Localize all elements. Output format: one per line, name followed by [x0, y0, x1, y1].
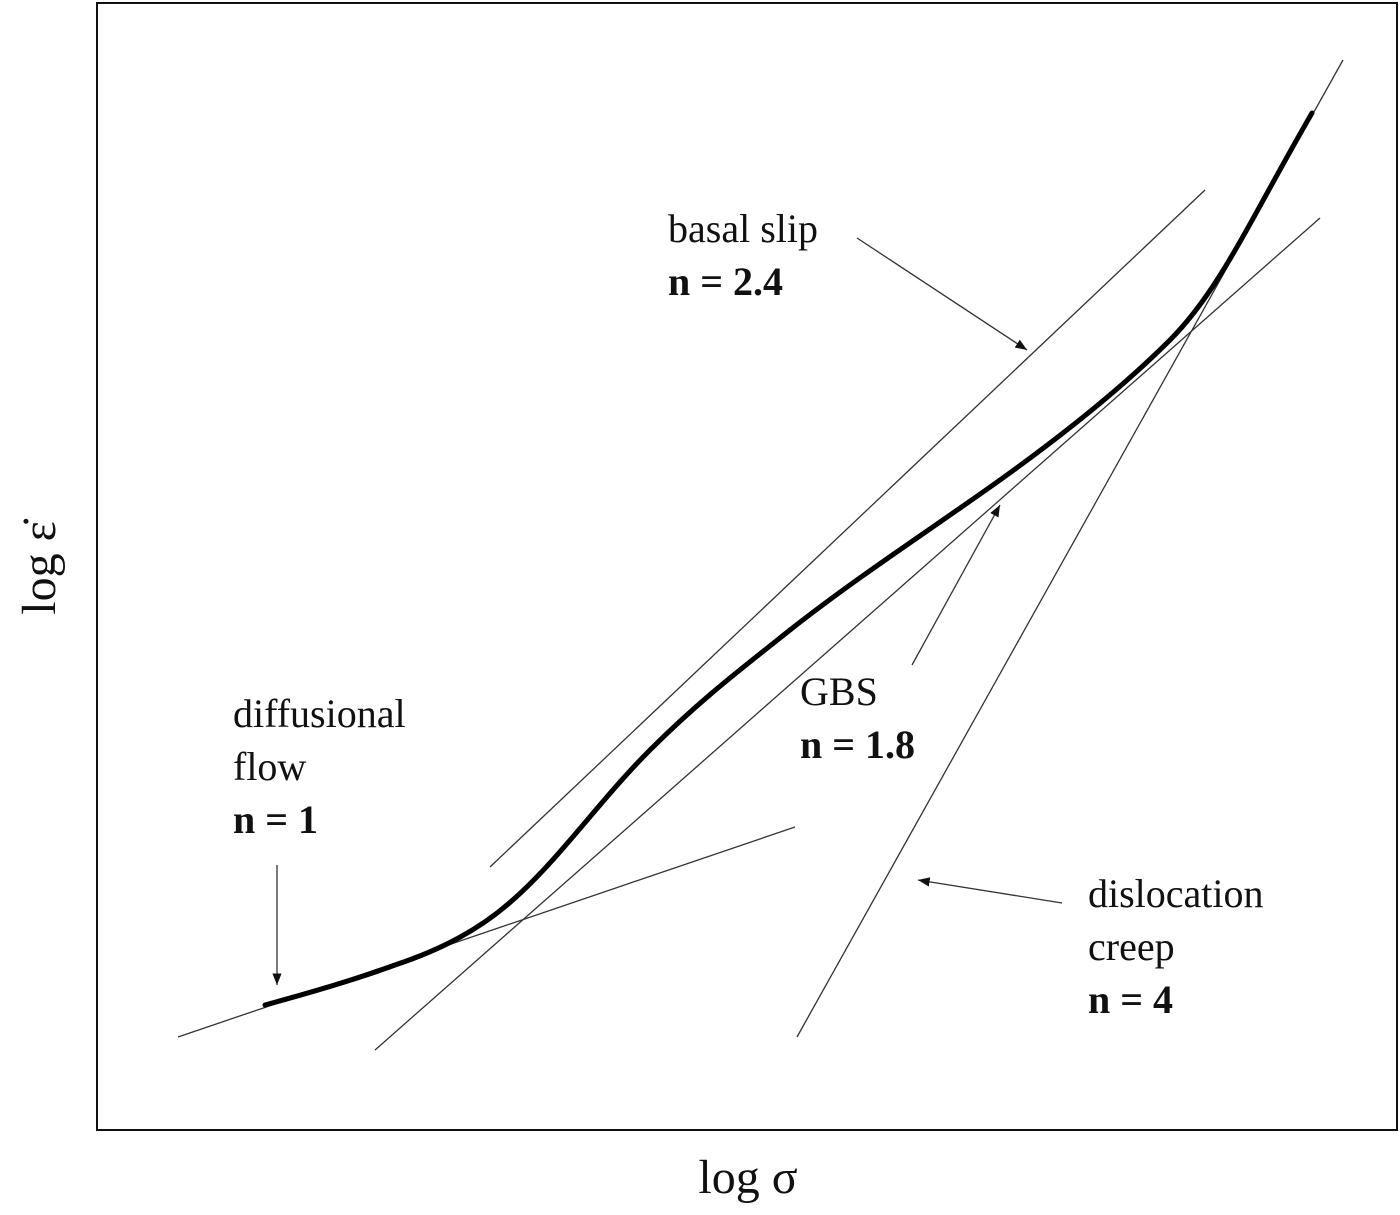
- basal-slip-arrow: [856, 237, 1028, 351]
- plot-frame: [96, 2, 1398, 1131]
- annotation: n = 2.4: [668, 259, 783, 304]
- annotation: n = 1: [233, 797, 318, 842]
- annotation: creep: [1088, 924, 1175, 969]
- annotation: dislocation: [1088, 871, 1264, 916]
- annotation: GBS: [800, 669, 878, 714]
- annotation: n = 4: [1088, 977, 1173, 1022]
- annotation: basal slip: [668, 206, 818, 251]
- basal-slip-tangent: [489, 189, 1206, 868]
- gbs-arrow: [911, 504, 1001, 666]
- x-axis-label: log σ: [698, 1151, 797, 1204]
- gbs-tangent: [374, 217, 1321, 1051]
- y-axis-label: log ε̇: [13, 518, 66, 614]
- annotation: diffusional: [233, 691, 406, 736]
- annotation: n = 1.8: [800, 722, 915, 767]
- dislocation-arrow: [917, 877, 1063, 904]
- annotation: flow: [233, 744, 306, 789]
- strain-rate-curve: [262, 110, 1315, 1008]
